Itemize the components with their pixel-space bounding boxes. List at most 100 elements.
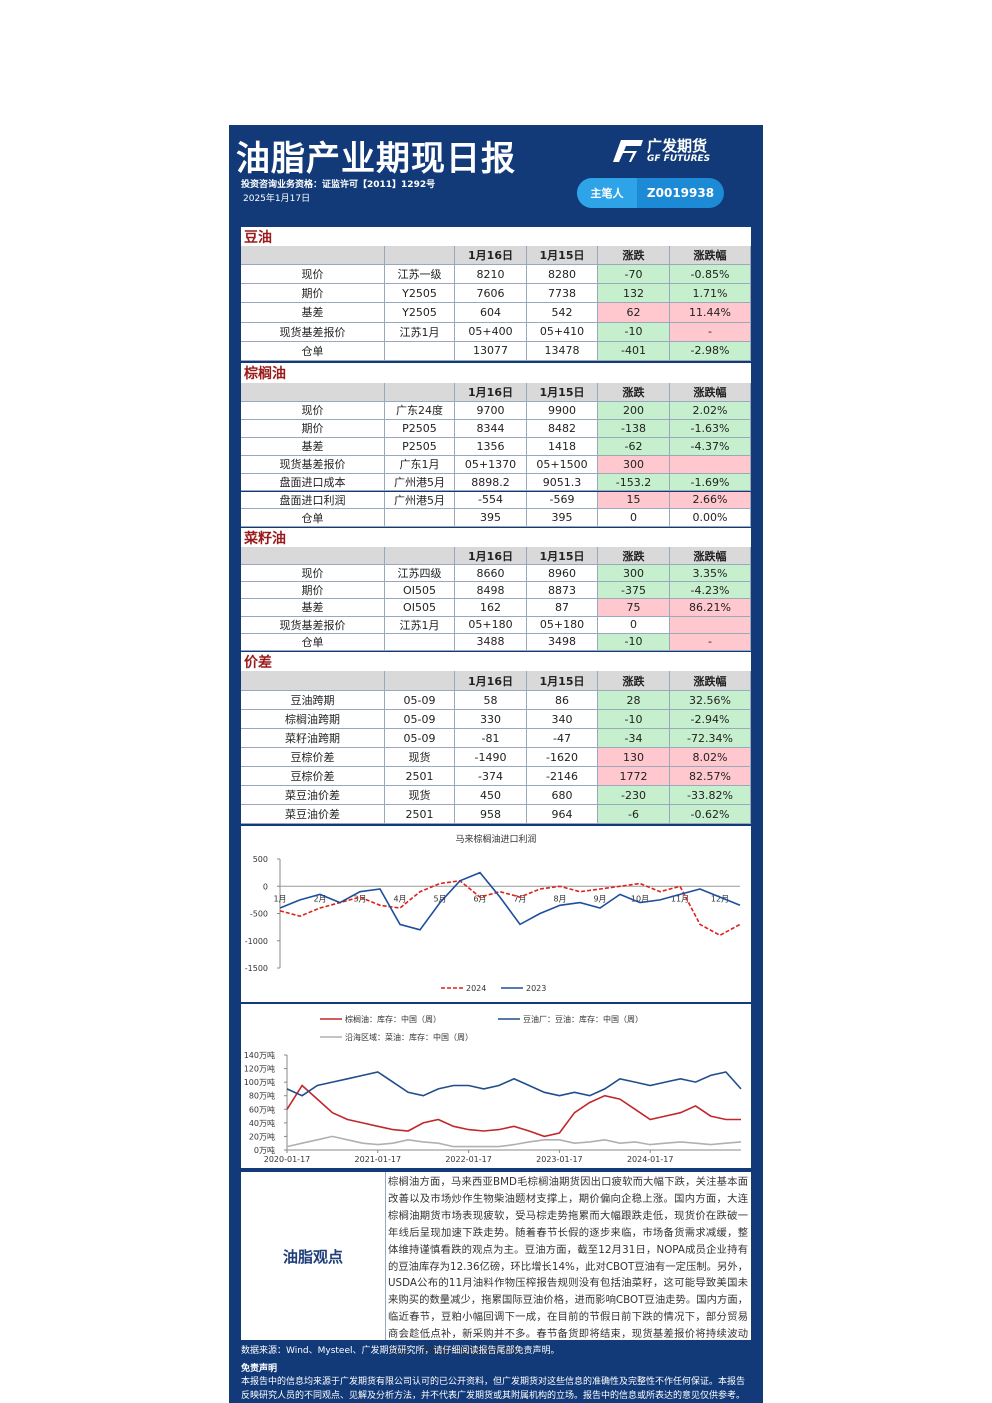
x-tick-label: 7月: [513, 894, 526, 903]
header-cell: 涨跌幅: [670, 246, 751, 265]
table-cell: -34: [598, 729, 670, 748]
header-cell: [241, 246, 385, 265]
table-cell: 3498: [527, 633, 598, 651]
header-cell: 1月15日: [527, 547, 598, 565]
table-cell: -81: [455, 729, 527, 748]
y-tick-label: 100万吨: [244, 1077, 275, 1087]
table-cell: 现价: [241, 565, 385, 583]
table-cell: -10: [598, 633, 670, 651]
table-cell: 05+180: [455, 616, 527, 634]
header-cell: 涨跌幅: [670, 547, 751, 565]
table-cell: 75: [598, 599, 670, 617]
table-cell: 450: [455, 786, 527, 805]
x-tick-label: 2021-01-17: [355, 1155, 402, 1164]
viewpoint-label: 油脂观点: [241, 1172, 386, 1340]
x-tick-label: 8月: [553, 894, 566, 903]
table-cell: 8960: [527, 565, 598, 583]
table-cell: 1772: [598, 767, 670, 786]
table-cell: 32.56%: [670, 691, 751, 710]
table-cell: 0: [598, 509, 670, 528]
table-cell: -554: [455, 491, 527, 510]
legend-label: 棕榈油：库存：中国（周）: [345, 1014, 441, 1024]
header-cell: 1月16日: [455, 246, 527, 265]
table-cell: 58: [455, 691, 527, 710]
table-cell: -72.34%: [670, 729, 751, 748]
table-cell: 江苏1月: [385, 322, 455, 342]
legend-label: 2023: [526, 984, 546, 993]
table-cell: 8498: [455, 582, 527, 600]
x-tick-label: 9月: [593, 894, 606, 903]
table-cell: -569: [527, 491, 598, 510]
table-cell: 05+1500: [527, 455, 598, 474]
table-cell: 3488: [455, 633, 527, 651]
table-cell: -10: [598, 710, 670, 729]
table-cell: 2501: [385, 805, 455, 824]
table-cell: 395: [527, 509, 598, 528]
table-cell: 菜豆油价差: [241, 805, 385, 824]
section-title: 菜籽油: [241, 528, 751, 547]
chart: 140万吨 120万吨 100万吨 80万吨 60万吨 40万吨 20万吨 0万吨2020-0…: [241, 1004, 751, 1168]
analyst-badge: 主笔人 Z0019938: [577, 178, 724, 208]
table-cell: 162: [455, 599, 527, 617]
table-cell: 0: [598, 616, 670, 634]
table-cell: -6: [598, 805, 670, 824]
analyst-id: Z0019938: [646, 186, 715, 200]
table-cell: 江苏一级: [385, 265, 455, 285]
table-cell: -2.98%: [670, 341, 751, 361]
table-cell: 395: [455, 509, 527, 528]
table-cell: 豆棕价差: [241, 748, 385, 767]
report: 油脂产业期现日报 广发期货 GF FUTURES 投资咨询业务资格：证监许可【2…: [229, 125, 763, 1403]
table-cell: 300: [598, 455, 670, 474]
table-cell: 1356: [455, 437, 527, 456]
series-line: [279, 871, 741, 931]
table-cell: -70: [598, 265, 670, 285]
x-tick-label: 10月: [631, 894, 649, 903]
header-cell: 涨跌幅: [670, 383, 751, 402]
table-cell: 期价: [241, 284, 385, 304]
table-cell: 604: [455, 303, 527, 323]
table-cell: -33.82%: [670, 786, 751, 805]
table-cell: -4.37%: [670, 437, 751, 456]
section-title: 价差: [241, 652, 751, 671]
chart: 马来棕榈油进口利润 500 0 -500 -1000 -1500 1月 2月 3月 4月 5月 6月 7…: [241, 826, 751, 1002]
header-cell: 1月16日: [455, 547, 527, 565]
table-cell: 132: [598, 284, 670, 304]
table-cell: 3.35%: [670, 565, 751, 583]
y-tick-label: 120万吨: [244, 1064, 275, 1074]
table-cell: 8280: [527, 265, 598, 285]
y-tick-label: -1000: [245, 937, 268, 946]
y-tick-label: -1500: [245, 964, 268, 973]
header-cell: 涨跌: [598, 671, 670, 691]
table-cell: 87: [527, 599, 598, 617]
x-tick-label: 2月: [313, 894, 326, 903]
logo-icon: [613, 140, 643, 162]
table-cell: 330: [455, 710, 527, 729]
table-cell: 8344: [455, 419, 527, 438]
table-cell: P2505: [385, 419, 455, 438]
table-cell: 05-09: [385, 710, 455, 729]
table-cell: 86.21%: [670, 599, 751, 617]
table-cell: 期价: [241, 419, 385, 438]
table-cell: 05-09: [385, 729, 455, 748]
table-cell: -2.94%: [670, 710, 751, 729]
table-cell: 9900: [527, 402, 598, 420]
header-cell: 1月16日: [455, 671, 527, 691]
table-cell: 13077: [455, 341, 527, 361]
table-cell: 9051.3: [527, 473, 598, 492]
y-tick-label: 40万吨: [249, 1118, 275, 1128]
table-cell: -10: [598, 322, 670, 342]
table-cell: -138: [598, 419, 670, 438]
disclaimer-title: 免责声明: [241, 1364, 278, 1374]
table-cell: 2501: [385, 767, 455, 786]
legend-label: 2024: [466, 984, 486, 993]
table-cell: 广州港5月: [385, 473, 455, 492]
table-cell: 棕榈油跨期: [241, 710, 385, 729]
table-cell: 8660: [455, 565, 527, 583]
table-cell: Y2505: [385, 303, 455, 323]
y-tick-label: 500: [253, 855, 268, 864]
header-cell: 1月15日: [527, 671, 598, 691]
legend-label: 沿海区域：菜油：库存：中国（周）: [345, 1032, 473, 1042]
y-tick-label: 0: [263, 882, 268, 891]
table-cell: 1418: [527, 437, 598, 456]
